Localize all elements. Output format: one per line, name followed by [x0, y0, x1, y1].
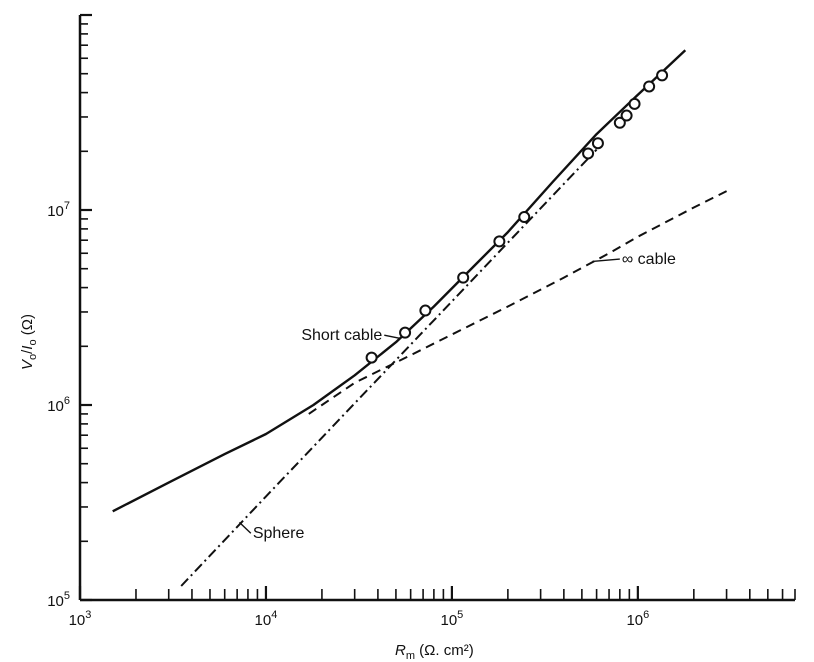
y-axis-label-i-sub: o: [27, 339, 39, 345]
y-axis-label-units: (Ω): [19, 314, 36, 339]
x-axis-label-units: (Ω. cm²): [415, 642, 474, 659]
data-point: [613, 116, 626, 129]
y-tick-labels: 105 106 107: [47, 200, 70, 610]
x-tick-label: 104: [255, 609, 278, 629]
series-line-short-cable: [112, 49, 687, 513]
x-axis: 103 104 105 106: [69, 586, 796, 629]
series-layer: [112, 49, 728, 587]
y-axis-label-v-sub: o: [27, 354, 39, 360]
annotation-label: Sphere: [253, 525, 305, 542]
series-line-sphere: [180, 148, 598, 587]
x-tick-labels: 103 104 105 106: [69, 609, 650, 629]
data-point: [518, 211, 531, 224]
data-point: [591, 137, 604, 150]
annotation-leader: [238, 521, 252, 534]
data-point: [365, 351, 378, 364]
y-axis-label-slash: /: [19, 349, 36, 354]
data-point: [620, 109, 633, 122]
x-tick-label: 103: [69, 609, 92, 629]
data-point: [643, 80, 656, 93]
series-line-cable: [308, 190, 728, 415]
annotation-label: Short cable: [301, 327, 382, 344]
x-tick-label: 105: [440, 609, 463, 629]
annotation-label: ∞ cable: [622, 251, 676, 268]
annotations: Short cable ∞ cable Sphere: [238, 251, 676, 542]
data-point: [457, 271, 470, 284]
data-point: [582, 147, 595, 160]
y-minor-ticks: [80, 13, 92, 602]
annotation-leader: [592, 258, 620, 263]
y-tick-label: 105: [47, 590, 70, 610]
y-axis-label-i: I: [19, 346, 36, 350]
x-axis-label-sub: m: [406, 650, 415, 662]
x-tick-label: 106: [626, 609, 649, 629]
data-point: [628, 97, 641, 110]
y-axis: 105 106 107: [47, 13, 92, 610]
data-points: [365, 69, 669, 364]
data-point: [419, 304, 432, 317]
y-axis-label-v: V: [19, 358, 36, 370]
annotation-leader: [384, 334, 400, 339]
y-tick-label: 107: [47, 200, 70, 220]
y-tick-label: 106: [47, 395, 70, 415]
data-point: [656, 69, 669, 82]
x-axis-label: Rm (Ω. cm²): [395, 642, 474, 662]
data-point: [399, 326, 412, 339]
y-axis-label: Vo/Io (Ω): [19, 314, 39, 370]
data-point: [493, 235, 506, 248]
x-minor-ticks: [78, 586, 796, 600]
x-axis-label-symbol: R: [395, 642, 406, 659]
